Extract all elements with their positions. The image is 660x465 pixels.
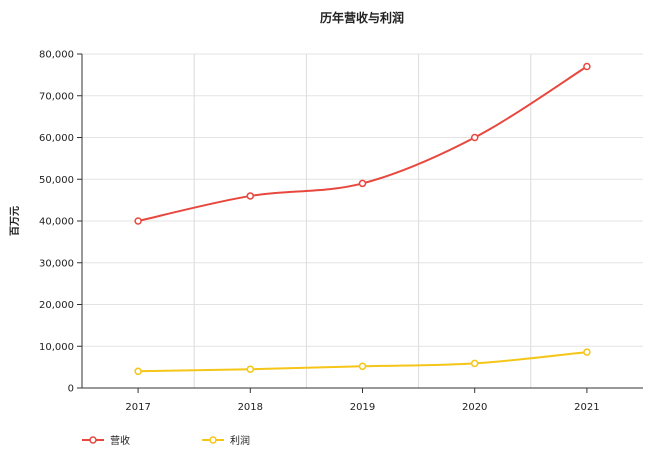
x-axis-ticks: 2017 2018 2019 2020 2021 [125,388,600,413]
x-tick-label: 2017 [125,402,150,413]
y-tick-label: 30,000 [39,258,74,269]
y-axis-title: 百万元 [9,206,21,236]
x-tick-label: 2020 [462,402,487,413]
legend-item: 利润 [202,434,250,447]
y-axis-ticks: 0 10,000 20,000 30,000 40,000 50,000 60,000 70,… [39,50,82,395]
y-tick-label: 50,000 [39,175,74,186]
series-2 [134,348,591,376]
x-tick-label: 2019 [350,402,375,413]
gridlines [82,53,643,388]
x-tick-label: 2021 [574,402,599,413]
series-layer [134,62,591,376]
legend-label: 营收 [110,434,130,447]
data-point [583,62,591,71]
data-point [246,365,255,373]
legend-swatch-marker [89,436,97,444]
data-point [358,179,367,188]
y-tick-label: 10,000 [39,342,74,353]
data-point [246,192,255,200]
y-tick-label: 20,000 [39,300,74,311]
y-tick-label: 40,000 [39,217,74,228]
data-point [134,217,142,225]
data-point [583,348,591,356]
legend-swatch-marker [209,436,217,444]
y-tick-label: 60,000 [39,133,74,144]
legend-item: 营收 [82,434,130,447]
data-point [134,367,142,376]
data-point [470,133,479,142]
x-tick-label: 2018 [238,402,263,413]
y-tick-label: 80,000 [39,50,74,61]
data-point [358,362,367,371]
y-tick-label: 0 [68,384,74,395]
y-tick-label: 70,000 [39,91,74,102]
legend-label: 利润 [230,434,250,447]
chart-title: 历年营收与利润 [320,10,404,25]
data-point [470,359,479,368]
series-line [137,65,588,222]
legend: 营收 利润 [82,434,250,447]
series-1 [134,62,591,225]
